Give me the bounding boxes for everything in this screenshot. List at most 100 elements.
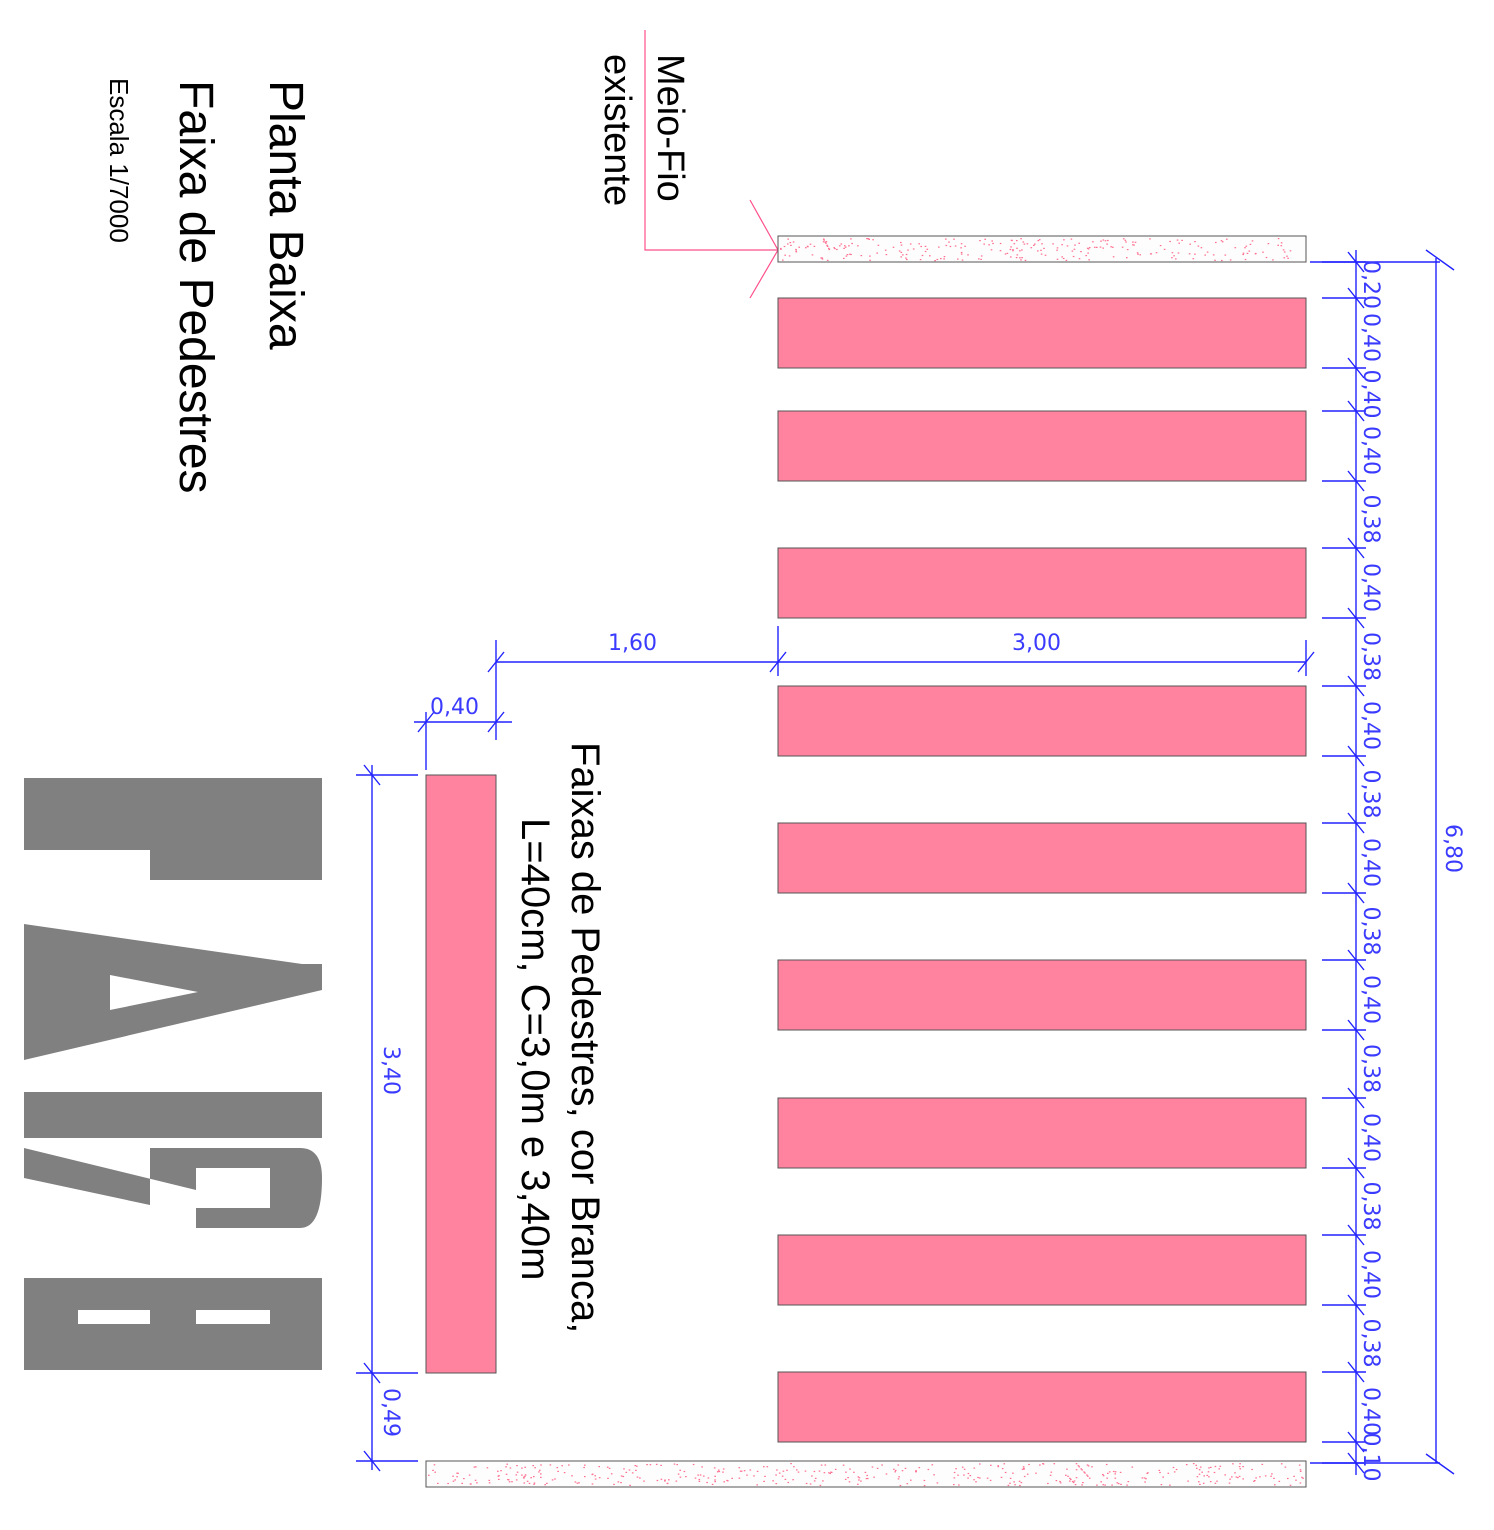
curb-speckle [979,1477,981,1479]
curb-speckle [1039,1464,1041,1466]
curb-speckle [1224,1474,1226,1476]
curb-speckle [613,1483,615,1485]
dim-chain-label: 0,40 [1358,1250,1383,1299]
curb-speckle [953,1484,955,1486]
curb-speckle [533,1482,536,1484]
curb-top [777,235,1307,263]
curb-speckle [915,1470,917,1472]
curb-speckle [1069,1477,1071,1479]
curb-speckle [833,247,835,249]
curb-speckle [673,1463,676,1465]
curb-speckle [1215,241,1217,244]
curb-speckle [524,1466,526,1468]
curb-speckle [1049,1474,1052,1476]
curb-speckle [1033,244,1035,246]
curb-speckle [1244,247,1246,249]
curb-speckle [643,1480,645,1482]
curb-speckle [1112,256,1115,258]
curb-speckle [506,1463,508,1465]
curb-speckle [1177,252,1180,254]
dim-tick [1347,251,1365,273]
dim-chain-label: 0,40 [1358,701,1383,750]
curb-speckle [806,245,809,247]
curb-speckle [1220,240,1223,242]
pare-letter-p [24,778,322,880]
curb-speckle [973,1479,975,1481]
curb-speckle [1160,1484,1163,1486]
curb-speckle [1110,246,1112,248]
curb-speckle [825,242,827,244]
curb-speckle [865,1478,868,1480]
curb-speckle [989,1479,992,1481]
curb-speckle [934,260,936,262]
curb-speckle [1181,239,1183,241]
curb-speckle [1226,238,1228,240]
curb-speckle [820,257,822,259]
stop-line [425,774,497,1374]
curb-speckle [1198,1473,1201,1475]
curb-speckle [1102,247,1104,249]
dim-stop-line-offset: 0,49 [378,1388,403,1437]
curb-speckle [1271,1473,1273,1475]
curb-speckle [1239,1463,1241,1465]
curb-speckle [918,243,920,245]
curb-speckle [1287,257,1289,259]
curb-speckle [1204,254,1206,256]
curb-speckle [1016,240,1018,242]
curb-speckle [979,1463,981,1465]
curb-speckle [649,1464,652,1466]
curb-speckle [967,254,969,256]
curb-speckle [578,1482,580,1484]
curb-speckle [523,1477,525,1479]
curb-speckle [1173,1471,1176,1473]
crosswalk-stripe [777,685,1307,757]
curb-speckle [722,1471,724,1473]
curb-speckle [561,1465,563,1467]
curb-speckle [664,1479,666,1481]
curb-speckle [834,248,836,250]
curb-speckle [511,1481,513,1483]
curb-speckle [849,1468,851,1470]
curb-speckle [497,1475,500,1477]
curb-speckle [986,1477,989,1479]
curb-speckle [824,241,827,243]
curb-speckle [826,244,828,246]
curb-speckle [1111,1484,1113,1486]
curb-speckle [1067,1475,1069,1477]
curb-speckle [530,1477,532,1479]
curb-speckle [1114,1477,1117,1479]
curb-speckle [1082,1482,1084,1484]
title-line2: Faixa de Pedestres [169,80,222,494]
curb-speckle [1251,240,1254,242]
curb-speckle [967,1472,970,1475]
curb-speckle [787,243,789,245]
curb-speckle [1072,1481,1075,1484]
curb-speckle [1207,1471,1210,1473]
curb-speckle [1114,1473,1116,1475]
curb-speckle [583,1466,585,1469]
curb-speckle [1100,1481,1102,1483]
curb-speckle [828,247,830,249]
curb-speckle [694,1477,697,1479]
curb-speckle [897,1464,900,1466]
curb-speckle [698,1480,701,1482]
curb-speckle [1077,1465,1080,1467]
curb-speckle [918,1467,921,1469]
dim-tick [1347,1452,1365,1474]
curb-speckle [960,253,963,255]
curb-speckle [1295,1479,1297,1481]
curb-speckle [867,238,870,240]
curb-speckle [853,1471,855,1473]
curb-speckle [1229,259,1232,261]
curb-speckle [1286,255,1288,257]
curb-speckle [898,250,901,252]
curb-speckle [864,1471,867,1473]
curb-speckle [1038,239,1041,241]
curb-speckle [1104,240,1107,242]
curb-speckle [924,245,927,247]
curb-speckle [857,1483,859,1485]
curb-speckle [1037,240,1040,242]
curb-speckle [915,1471,917,1473]
curb-speckle [1176,239,1179,241]
curb-speckle [557,1470,559,1472]
